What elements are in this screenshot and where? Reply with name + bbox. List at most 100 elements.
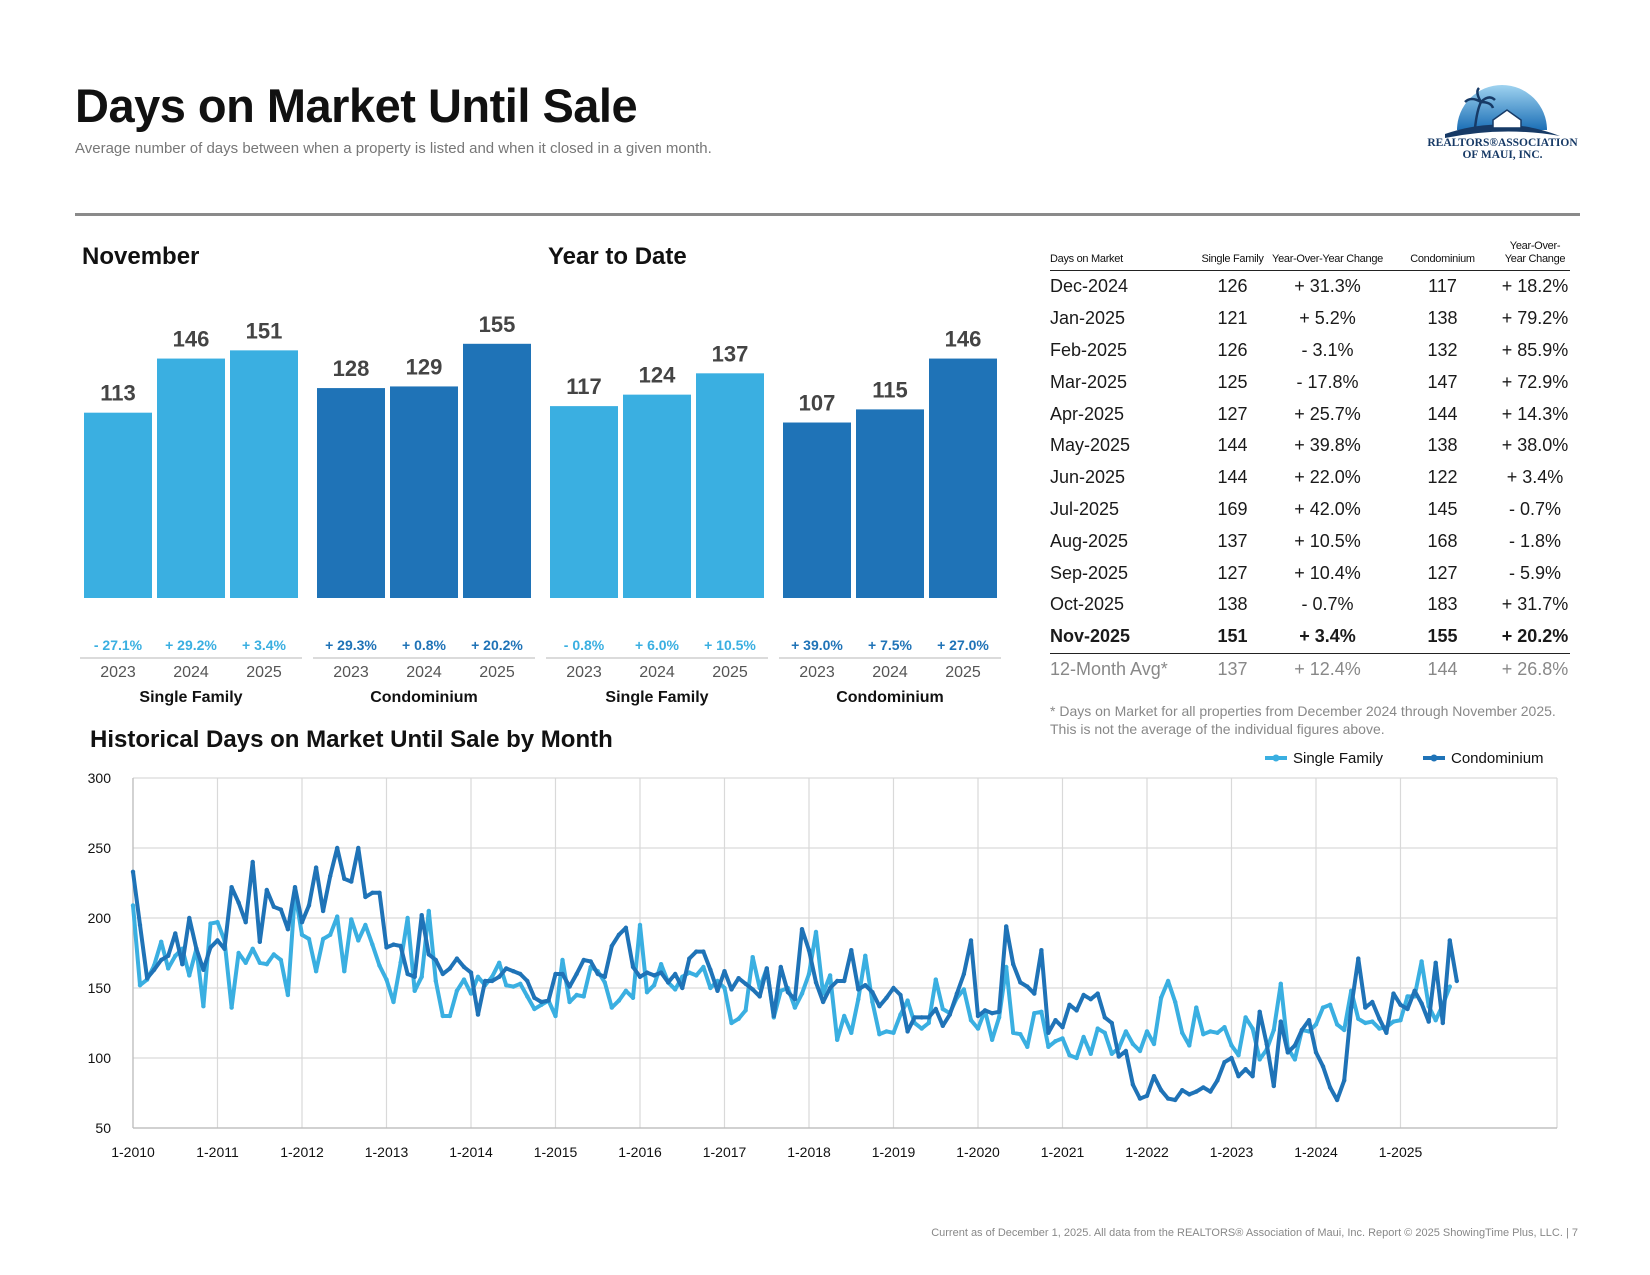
table-cell: Dec-2024: [1050, 276, 1129, 297]
series-point: [461, 977, 467, 982]
series-point: [1060, 1036, 1065, 1041]
series-point: [1053, 1039, 1058, 1044]
series-point: [609, 1005, 614, 1010]
page-subtitle: Average number of days between when a pr…: [75, 140, 712, 157]
series-point: [996, 1009, 1002, 1014]
series-point: [201, 1004, 206, 1009]
series-point: [306, 903, 312, 908]
series-point: [468, 991, 474, 996]
series-point: [1018, 1032, 1023, 1037]
series-point: [933, 977, 938, 982]
bar: [390, 386, 458, 598]
series-point: [778, 964, 783, 970]
series-point: [701, 964, 706, 970]
x-tick-label: 1-2018: [787, 1144, 831, 1160]
series-point: [391, 942, 396, 947]
series-point: [835, 978, 840, 984]
series-point: [933, 1006, 938, 1012]
series-point: [1264, 1041, 1269, 1047]
series-point: [159, 957, 164, 963]
series-point: [166, 966, 171, 971]
series-point: [898, 992, 903, 998]
series-point: [405, 971, 410, 977]
series-point: [595, 971, 600, 977]
series-point: [313, 865, 319, 870]
series-point: [518, 981, 523, 986]
series-point: [1342, 1078, 1347, 1083]
table-header-cell: Year-Over-Year Change: [1500, 238, 1570, 271]
table-cell: 138: [1217, 594, 1248, 615]
table-row: May-2025 144 + 39.8% 138 + 38.0%: [1050, 430, 1570, 462]
legend-label: Single Family: [1293, 750, 1384, 767]
historical-line-chart: Historical Days on Market Until Sale by …: [88, 730, 1558, 1160]
table-cell: + 26.8%: [1501, 658, 1569, 679]
bar-change-label: + 0.8%: [402, 637, 447, 653]
series-point: [1405, 1006, 1410, 1012]
series-point: [961, 987, 967, 992]
table-cell: + 38.0%: [1501, 435, 1569, 456]
bar-value-label: 117: [566, 374, 602, 399]
bar-year-label: 2025: [712, 664, 748, 681]
series-point: [799, 991, 805, 996]
series-point: [426, 908, 431, 914]
bar-chart-title: November: [82, 243, 199, 270]
series-point: [1074, 1008, 1079, 1013]
bar: [929, 358, 997, 598]
series-line: [131, 846, 1459, 1102]
table-cell: + 10.4%: [1294, 562, 1361, 583]
days-on-market-table: Days on Market Single Family Year-Over-Yea…: [1050, 238, 1570, 685]
series-point: [975, 1026, 981, 1031]
series-point: [525, 978, 530, 984]
series-point: [264, 887, 269, 893]
series-point: [905, 998, 910, 1003]
series-point: [1088, 1051, 1093, 1056]
series-point: [553, 971, 558, 977]
x-tick-label: 1-2023: [1210, 1144, 1254, 1160]
table-cell: Nov-2025: [1050, 620, 1195, 654]
table-cell: 132: [1427, 339, 1458, 360]
series-point: [602, 980, 607, 985]
series-point: [1370, 999, 1375, 1005]
series-point: [623, 988, 629, 993]
series-point: [1109, 1051, 1115, 1056]
bar-change-label: + 27.0%: [937, 637, 989, 653]
series-point: [271, 952, 276, 957]
series-point: [285, 927, 291, 932]
series-point: [581, 994, 586, 999]
series-point: [630, 964, 636, 970]
series-point: [954, 991, 960, 996]
series-point: [405, 915, 410, 921]
series-point: [1377, 1026, 1382, 1031]
series-point: [475, 974, 481, 979]
series-point: [1250, 1074, 1255, 1079]
series-point: [151, 967, 157, 972]
series-point: [398, 960, 403, 965]
table-cell: 145: [1427, 498, 1458, 519]
table-cell: 126: [1217, 276, 1248, 297]
series-point: [863, 983, 868, 988]
series-point: [1053, 1018, 1058, 1023]
table-row: Jul-2025 169 + 42.0% 145 - 0.7%: [1050, 494, 1570, 526]
series-point: [1102, 1030, 1107, 1035]
series-point: [1039, 948, 1044, 953]
series-point: [1236, 1053, 1241, 1058]
series-point: [694, 949, 699, 954]
series-point: [1412, 988, 1417, 993]
series-point: [560, 957, 565, 963]
series-point: [771, 1013, 776, 1019]
series-point: [1081, 992, 1086, 998]
series-point: [856, 997, 861, 1002]
series-point: [1032, 1011, 1037, 1016]
series-point: [996, 1015, 1002, 1020]
x-tick-label: 1-2022: [1125, 1144, 1169, 1160]
table-cell: Jan-2025: [1050, 308, 1126, 329]
series-point: [504, 983, 509, 988]
table-cell: 144: [1427, 403, 1458, 424]
series-point: [532, 995, 537, 1000]
series-point: [1187, 1043, 1192, 1048]
table-cell: 121: [1217, 308, 1248, 329]
series-point: [349, 879, 354, 884]
series-point: [1306, 1018, 1312, 1023]
series-point: [912, 1015, 917, 1020]
logo-text-line2: OF MAUI, INC.: [1462, 149, 1542, 161]
